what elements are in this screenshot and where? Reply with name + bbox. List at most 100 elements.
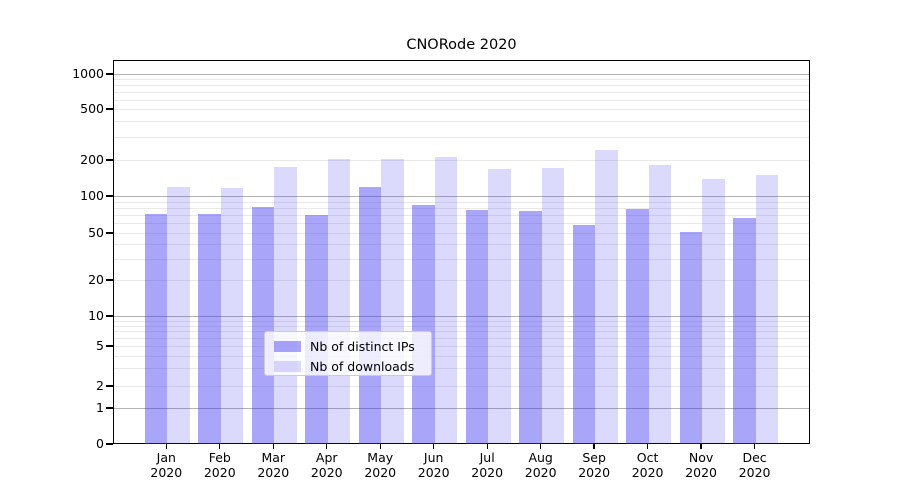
- legend-item-downloads: Nb of downloads: [274, 358, 423, 374]
- bar-distinct-ips-oct: [626, 208, 649, 444]
- bar-distinct-ips-jan: [144, 213, 168, 444]
- gridline-minor: [114, 280, 809, 281]
- x-tick-label: Jun 2020: [417, 450, 450, 480]
- x-tick-label: Sep 2020: [578, 450, 611, 480]
- bar-downloads-feb: [220, 187, 244, 444]
- legend-item-distinct-ips: Nb of distinct IPs: [274, 338, 423, 354]
- bar-downloads-nov: [702, 178, 725, 444]
- gridline-minor: [114, 346, 809, 347]
- bar-downloads-may: [381, 158, 404, 444]
- y-tick-mark: [106, 279, 113, 281]
- gridline-minor: [114, 160, 809, 161]
- gridline-minor: [114, 320, 809, 322]
- gridline-minor: [114, 215, 809, 217]
- y-tick-mark: [106, 195, 113, 197]
- legend-label-downloads: Nb of downloads: [310, 358, 415, 374]
- bar-distinct-ips-jul: [465, 209, 489, 444]
- bar-distinct-ips-jun: [412, 205, 435, 444]
- bar-distinct-ips-apr: [305, 215, 328, 444]
- bar-distinct-ips-sep: [572, 225, 596, 444]
- legend-swatch-downloads: [274, 360, 301, 372]
- x-tick-label: Apr 2020: [310, 450, 343, 480]
- x-tick-label: Feb 2020: [203, 450, 236, 480]
- y-tick-label: 1: [96, 400, 104, 415]
- x-tick-mark: [379, 444, 381, 449]
- gridline-minor: [114, 386, 809, 387]
- legend: Nb of distinct IPs Nb of downloads: [264, 331, 432, 376]
- bar-downloads-apr: [327, 158, 351, 444]
- x-tick-label: Jan 2020: [150, 450, 183, 480]
- y-tick-mark: [106, 345, 113, 347]
- y-tick-label: 0: [96, 436, 104, 451]
- gridline-minor: [114, 121, 809, 123]
- x-tick-label: Nov 2020: [685, 450, 717, 480]
- legend-label-distinct-ips: Nb of distinct IPs: [310, 338, 415, 354]
- gridline-minor: [114, 79, 809, 81]
- bar-downloads-sep: [595, 149, 618, 444]
- y-tick-mark: [106, 407, 113, 409]
- bar-distinct-ips-nov: [679, 231, 703, 444]
- y-tick-label: 500: [80, 101, 104, 116]
- bar-downloads-jun: [434, 157, 458, 444]
- y-tick-mark: [106, 315, 113, 317]
- bar-downloads-oct: [648, 164, 672, 444]
- y-tick-mark: [106, 159, 113, 161]
- gridline-minor: [114, 331, 809, 333]
- y-tick-label: 50: [88, 225, 104, 240]
- gridline-minor: [114, 244, 809, 246]
- gridline-minor: [114, 92, 809, 93]
- y-tick-label: 5: [96, 338, 104, 353]
- x-tick-mark: [540, 444, 542, 449]
- y-tick-label: 10: [88, 308, 104, 323]
- x-tick-mark: [700, 444, 702, 449]
- gridline-minor: [114, 355, 809, 357]
- y-tick-mark: [106, 385, 113, 387]
- y-tick-label: 100: [80, 188, 104, 203]
- x-tick-label: Oct 2020: [631, 450, 664, 480]
- gridline-minor: [114, 223, 809, 225]
- x-tick-mark: [486, 444, 488, 449]
- y-tick-mark: [106, 73, 113, 75]
- x-tick-mark: [646, 444, 649, 449]
- bar-downloads-jan: [167, 186, 190, 444]
- gridline-minor: [114, 325, 809, 327]
- y-tick-label: 200: [80, 152, 104, 167]
- legend-swatch-distinct-ips: [274, 340, 301, 352]
- bar-distinct-ips-mar: [251, 206, 275, 444]
- gridline-minor: [114, 137, 809, 139]
- gridline-major: [114, 408, 809, 409]
- gridline-major: [114, 74, 809, 75]
- x-tick-label: Mar 2020: [257, 450, 290, 480]
- bar-distinct-ips-dec: [733, 218, 756, 444]
- x-tick-label: Aug 2020: [524, 450, 557, 480]
- bar-downloads-aug: [541, 168, 565, 444]
- bar-downloads-mar: [274, 166, 297, 444]
- gridline-minor: [114, 109, 809, 110]
- gridline-minor: [114, 85, 809, 87]
- gridline-minor: [114, 368, 809, 370]
- x-tick-mark: [433, 444, 435, 449]
- bar-distinct-ips-feb: [198, 214, 221, 444]
- y-tick-mark: [106, 443, 113, 445]
- y-tick-mark: [106, 232, 113, 234]
- y-tick-label: 20: [88, 272, 104, 287]
- gridline-minor: [114, 338, 809, 340]
- gridline-minor: [114, 259, 809, 261]
- x-tick-label: Dec 2020: [738, 450, 771, 480]
- gridline-minor: [114, 201, 809, 203]
- x-tick-mark: [272, 444, 274, 449]
- bar-downloads-dec: [755, 174, 779, 444]
- x-tick-mark: [165, 444, 167, 449]
- gridline-major: [114, 316, 809, 317]
- y-tick-mark: [106, 108, 113, 110]
- chart-title: CNORode 2020: [406, 37, 517, 53]
- gridline-minor: [114, 99, 809, 101]
- bar-downloads-jul: [488, 169, 511, 444]
- gridline-minor: [114, 233, 809, 234]
- x-tick-mark: [326, 444, 328, 449]
- bar-distinct-ips-may: [358, 186, 382, 444]
- y-tick-label: 2: [96, 378, 104, 393]
- x-tick-label: May 2020: [364, 450, 397, 480]
- x-tick-mark: [753, 444, 756, 449]
